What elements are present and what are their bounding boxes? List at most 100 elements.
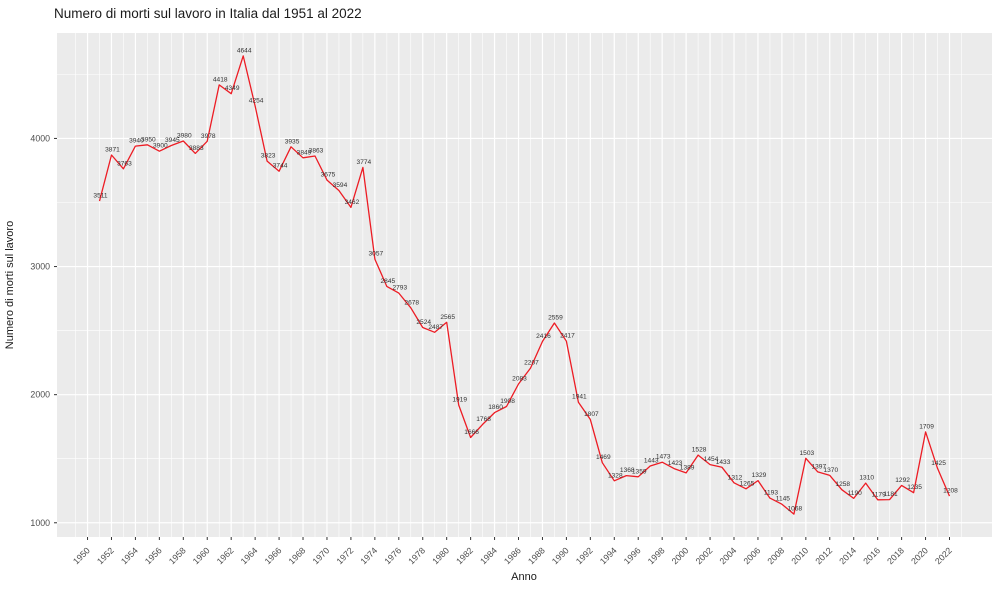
point-value-label: 1528 bbox=[692, 447, 707, 454]
point-value-label: 1397 bbox=[811, 463, 826, 470]
point-value-label: 1370 bbox=[823, 467, 838, 474]
point-value-label: 2487 bbox=[428, 324, 443, 331]
point-value-label: 1709 bbox=[919, 423, 934, 430]
point-value-label: 3849 bbox=[297, 149, 312, 156]
x-tick-label: 2002 bbox=[694, 545, 715, 566]
point-value-label: 2416 bbox=[536, 333, 551, 340]
x-tick-label: 2004 bbox=[718, 545, 739, 566]
point-value-label: 2083 bbox=[512, 376, 527, 383]
point-value-label: 1265 bbox=[740, 480, 755, 487]
y-tick-label: 1000 bbox=[30, 518, 50, 528]
point-value-label: 1433 bbox=[716, 459, 731, 466]
x-tick-label: 1964 bbox=[239, 545, 260, 566]
point-value-label: 3774 bbox=[357, 159, 372, 166]
x-tick-label: 1956 bbox=[143, 545, 164, 566]
point-value-label: 1919 bbox=[452, 397, 467, 404]
x-tick-label: 1968 bbox=[287, 545, 308, 566]
point-value-label: 2793 bbox=[392, 285, 407, 292]
x-tick-label: 1972 bbox=[334, 545, 355, 566]
point-value-label: 2207 bbox=[524, 360, 539, 367]
point-value-label: 1908 bbox=[500, 398, 515, 405]
point-value-label: 1179 bbox=[872, 491, 887, 498]
x-axis-title: Anno bbox=[511, 571, 537, 583]
x-tick-label: 2016 bbox=[861, 545, 882, 566]
point-value-label: 1145 bbox=[776, 496, 791, 503]
point-value-label: 3744 bbox=[273, 163, 288, 170]
point-value-label: 1389 bbox=[680, 464, 695, 471]
point-value-label: 1768 bbox=[476, 416, 491, 423]
point-value-label: 1328 bbox=[608, 472, 623, 479]
x-tick-label: 1988 bbox=[526, 545, 547, 566]
x-tick-label: 2006 bbox=[741, 545, 762, 566]
point-value-label: 1473 bbox=[656, 454, 671, 461]
point-value-label: 3900 bbox=[153, 143, 168, 150]
x-tick-label: 1966 bbox=[263, 545, 284, 566]
point-value-label: 1359 bbox=[632, 468, 647, 475]
point-value-label: 3980 bbox=[177, 133, 192, 140]
x-tick-label: 1980 bbox=[430, 545, 451, 566]
point-value-label: 1666 bbox=[464, 429, 479, 436]
panel-background bbox=[57, 33, 992, 537]
point-value-label: 1208 bbox=[943, 488, 958, 495]
point-value-label: 1193 bbox=[764, 490, 779, 497]
point-value-label: 3057 bbox=[369, 251, 384, 258]
point-value-label: 1312 bbox=[728, 474, 743, 481]
y-tick-label: 3000 bbox=[30, 262, 50, 272]
point-value-label: 1310 bbox=[859, 475, 874, 482]
point-value-label: 1190 bbox=[848, 490, 863, 497]
x-tick-label: 1960 bbox=[191, 545, 212, 566]
point-value-label: 1503 bbox=[800, 450, 815, 457]
point-value-label: 3945 bbox=[165, 137, 180, 144]
point-value-label: 2559 bbox=[548, 315, 563, 322]
point-value-label: 3863 bbox=[309, 147, 324, 154]
x-tick-label: 2010 bbox=[789, 545, 810, 566]
y-tick-label: 4000 bbox=[30, 133, 50, 143]
point-value-label: 3935 bbox=[285, 138, 300, 145]
x-tick-label: 1952 bbox=[95, 545, 116, 566]
point-value-label: 1368 bbox=[620, 467, 635, 474]
point-value-label: 1068 bbox=[788, 506, 803, 513]
x-tick-label: 2008 bbox=[765, 545, 786, 566]
point-value-label: 3978 bbox=[201, 133, 216, 140]
point-value-label: 1860 bbox=[488, 404, 503, 411]
point-value-label: 1329 bbox=[752, 472, 767, 479]
point-value-label: 1443 bbox=[644, 458, 659, 465]
x-tick-label: 1962 bbox=[215, 545, 236, 566]
point-value-label: 3823 bbox=[261, 153, 276, 160]
point-value-label: 4349 bbox=[225, 85, 240, 92]
x-tick-label: 1984 bbox=[478, 545, 499, 566]
x-tick-label: 2018 bbox=[885, 545, 906, 566]
x-tick-label: 2000 bbox=[670, 545, 691, 566]
y-axis-title: Numero di morti sul lavoro bbox=[4, 221, 16, 349]
x-tick-label: 1970 bbox=[310, 545, 331, 566]
point-value-label: 3462 bbox=[345, 199, 360, 206]
point-value-label: 1807 bbox=[584, 411, 599, 418]
x-tick-label: 1998 bbox=[646, 545, 667, 566]
point-value-label: 3883 bbox=[189, 145, 204, 152]
point-value-label: 3511 bbox=[93, 193, 108, 200]
x-tick-label: 2020 bbox=[909, 545, 930, 566]
x-tick-label: 1958 bbox=[167, 545, 188, 566]
x-tick-label: 2022 bbox=[933, 545, 954, 566]
x-tick-label: 1976 bbox=[382, 545, 403, 566]
x-tick-label: 1996 bbox=[622, 545, 643, 566]
point-value-label: 3950 bbox=[141, 136, 156, 143]
data-series-line bbox=[98, 55, 951, 515]
point-value-label: 1258 bbox=[835, 481, 850, 488]
point-value-label: 3871 bbox=[105, 146, 120, 153]
point-value-label: 3594 bbox=[333, 182, 348, 189]
chart-title: Numero di morti sul lavoro in Italia dal… bbox=[54, 6, 362, 21]
y-tick-label: 2000 bbox=[30, 390, 50, 400]
point-value-label: 1941 bbox=[572, 394, 587, 401]
x-tick-label: 1990 bbox=[550, 545, 571, 566]
point-value-label: 2678 bbox=[404, 299, 419, 306]
x-tick-label: 1974 bbox=[358, 545, 379, 566]
point-value-label: 3940 bbox=[129, 138, 144, 145]
point-value-label: 2565 bbox=[440, 314, 455, 321]
point-value-label: 2524 bbox=[416, 319, 431, 326]
x-tick-label: 2014 bbox=[837, 545, 858, 566]
point-value-label: 4644 bbox=[237, 47, 252, 54]
point-value-label: 4254 bbox=[249, 97, 264, 104]
